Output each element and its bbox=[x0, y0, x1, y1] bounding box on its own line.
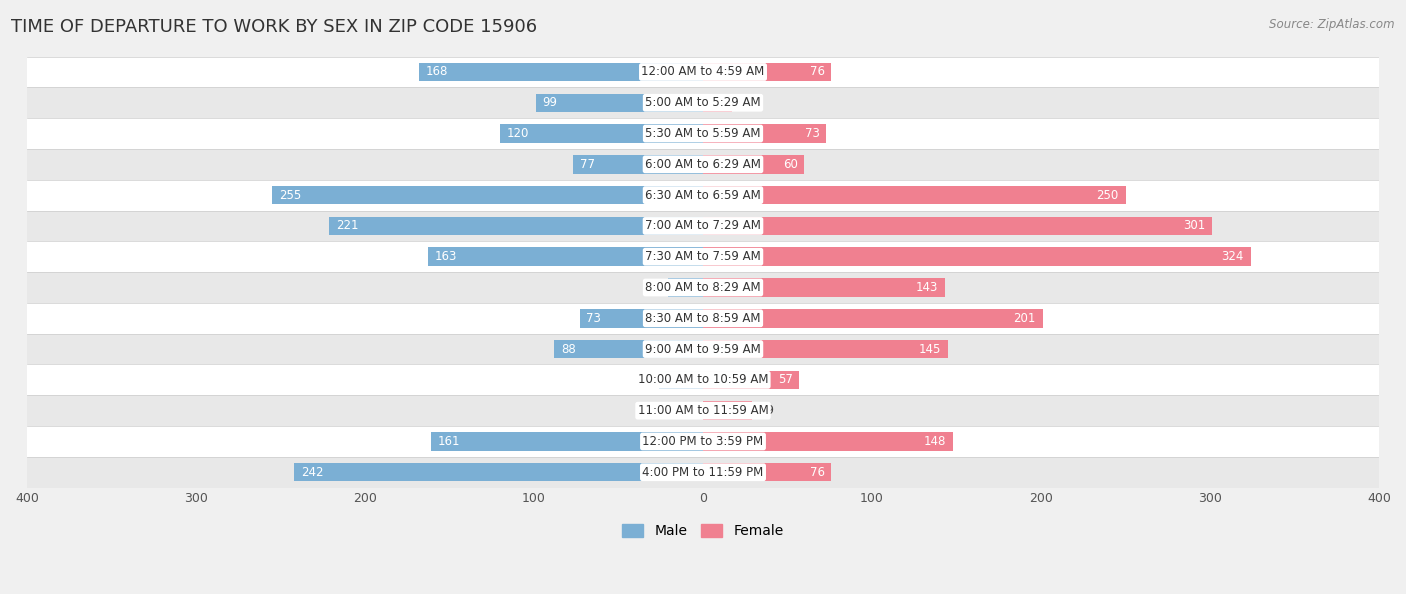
Text: 6:00 AM to 6:29 AM: 6:00 AM to 6:29 AM bbox=[645, 158, 761, 171]
Bar bbox=[579, 309, 703, 327]
Bar bbox=[27, 303, 1379, 334]
Text: 12:00 AM to 4:59 AM: 12:00 AM to 4:59 AM bbox=[641, 65, 765, 78]
Text: 120: 120 bbox=[508, 127, 529, 140]
Bar bbox=[703, 217, 1212, 235]
Text: 9:00 AM to 9:59 AM: 9:00 AM to 9:59 AM bbox=[645, 343, 761, 356]
Text: 201: 201 bbox=[1014, 312, 1036, 325]
Text: 7:30 AM to 7:59 AM: 7:30 AM to 7:59 AM bbox=[645, 250, 761, 263]
Text: 26: 26 bbox=[637, 374, 652, 386]
Bar bbox=[329, 217, 703, 235]
Bar bbox=[659, 371, 703, 389]
Text: 73: 73 bbox=[586, 312, 602, 325]
Legend: Male, Female: Male, Female bbox=[616, 517, 790, 545]
Text: 12:00 PM to 3:59 PM: 12:00 PM to 3:59 PM bbox=[643, 435, 763, 448]
Bar bbox=[668, 278, 703, 297]
Text: 301: 301 bbox=[1182, 219, 1205, 232]
Text: 148: 148 bbox=[924, 435, 946, 448]
Text: 255: 255 bbox=[278, 189, 301, 201]
Bar bbox=[430, 432, 703, 451]
Bar bbox=[27, 426, 1379, 457]
Text: 6:30 AM to 6:59 AM: 6:30 AM to 6:59 AM bbox=[645, 189, 761, 201]
Text: 60: 60 bbox=[783, 158, 797, 171]
Bar bbox=[703, 124, 827, 143]
Text: 88: 88 bbox=[561, 343, 576, 356]
Bar bbox=[536, 93, 703, 112]
Bar bbox=[271, 186, 703, 204]
Bar bbox=[703, 371, 800, 389]
Bar bbox=[572, 155, 703, 173]
Bar bbox=[27, 180, 1379, 210]
Text: 10:00 AM to 10:59 AM: 10:00 AM to 10:59 AM bbox=[638, 374, 768, 386]
Bar bbox=[27, 241, 1379, 272]
Text: 11:00 AM to 11:59 AM: 11:00 AM to 11:59 AM bbox=[638, 404, 768, 417]
Bar bbox=[27, 457, 1379, 488]
Text: 76: 76 bbox=[810, 65, 825, 78]
Bar bbox=[703, 402, 752, 420]
Bar bbox=[419, 63, 703, 81]
Text: 8:00 AM to 8:29 AM: 8:00 AM to 8:29 AM bbox=[645, 281, 761, 294]
Bar bbox=[27, 365, 1379, 395]
Bar bbox=[27, 210, 1379, 241]
Text: 163: 163 bbox=[434, 250, 457, 263]
Text: 250: 250 bbox=[1097, 189, 1119, 201]
Bar bbox=[703, 278, 945, 297]
Bar bbox=[27, 56, 1379, 87]
Text: 21: 21 bbox=[645, 281, 661, 294]
Text: 77: 77 bbox=[579, 158, 595, 171]
Text: Source: ZipAtlas.com: Source: ZipAtlas.com bbox=[1270, 18, 1395, 31]
Text: 221: 221 bbox=[336, 219, 359, 232]
Text: 4:00 PM to 11:59 PM: 4:00 PM to 11:59 PM bbox=[643, 466, 763, 479]
Bar bbox=[27, 272, 1379, 303]
Text: 76: 76 bbox=[810, 466, 825, 479]
Text: 143: 143 bbox=[915, 281, 938, 294]
Bar bbox=[703, 340, 948, 358]
Text: 242: 242 bbox=[301, 466, 323, 479]
Text: 73: 73 bbox=[804, 127, 820, 140]
Bar bbox=[703, 248, 1250, 266]
Bar bbox=[703, 155, 804, 173]
Text: 161: 161 bbox=[437, 435, 460, 448]
Bar bbox=[294, 463, 703, 482]
Bar bbox=[27, 118, 1379, 149]
Bar bbox=[703, 186, 1126, 204]
Text: 7:00 AM to 7:29 AM: 7:00 AM to 7:29 AM bbox=[645, 219, 761, 232]
Text: 145: 145 bbox=[920, 343, 941, 356]
Text: 5:00 AM to 5:29 AM: 5:00 AM to 5:29 AM bbox=[645, 96, 761, 109]
Text: 8:30 AM to 8:59 AM: 8:30 AM to 8:59 AM bbox=[645, 312, 761, 325]
Bar bbox=[427, 248, 703, 266]
Text: 0: 0 bbox=[689, 404, 696, 417]
Text: 29: 29 bbox=[759, 404, 773, 417]
Text: 168: 168 bbox=[426, 65, 449, 78]
Text: 57: 57 bbox=[778, 374, 793, 386]
Text: 99: 99 bbox=[543, 96, 557, 109]
Bar bbox=[703, 93, 731, 112]
Bar bbox=[27, 334, 1379, 365]
Bar bbox=[27, 149, 1379, 180]
Bar bbox=[703, 432, 953, 451]
Text: 324: 324 bbox=[1222, 250, 1244, 263]
Bar bbox=[27, 395, 1379, 426]
Text: 17: 17 bbox=[738, 96, 754, 109]
Bar bbox=[27, 87, 1379, 118]
Text: 5:30 AM to 5:59 AM: 5:30 AM to 5:59 AM bbox=[645, 127, 761, 140]
Bar bbox=[703, 463, 831, 482]
Text: TIME OF DEPARTURE TO WORK BY SEX IN ZIP CODE 15906: TIME OF DEPARTURE TO WORK BY SEX IN ZIP … bbox=[11, 18, 537, 36]
Bar bbox=[703, 309, 1043, 327]
Bar bbox=[554, 340, 703, 358]
Bar bbox=[501, 124, 703, 143]
Bar bbox=[703, 63, 831, 81]
